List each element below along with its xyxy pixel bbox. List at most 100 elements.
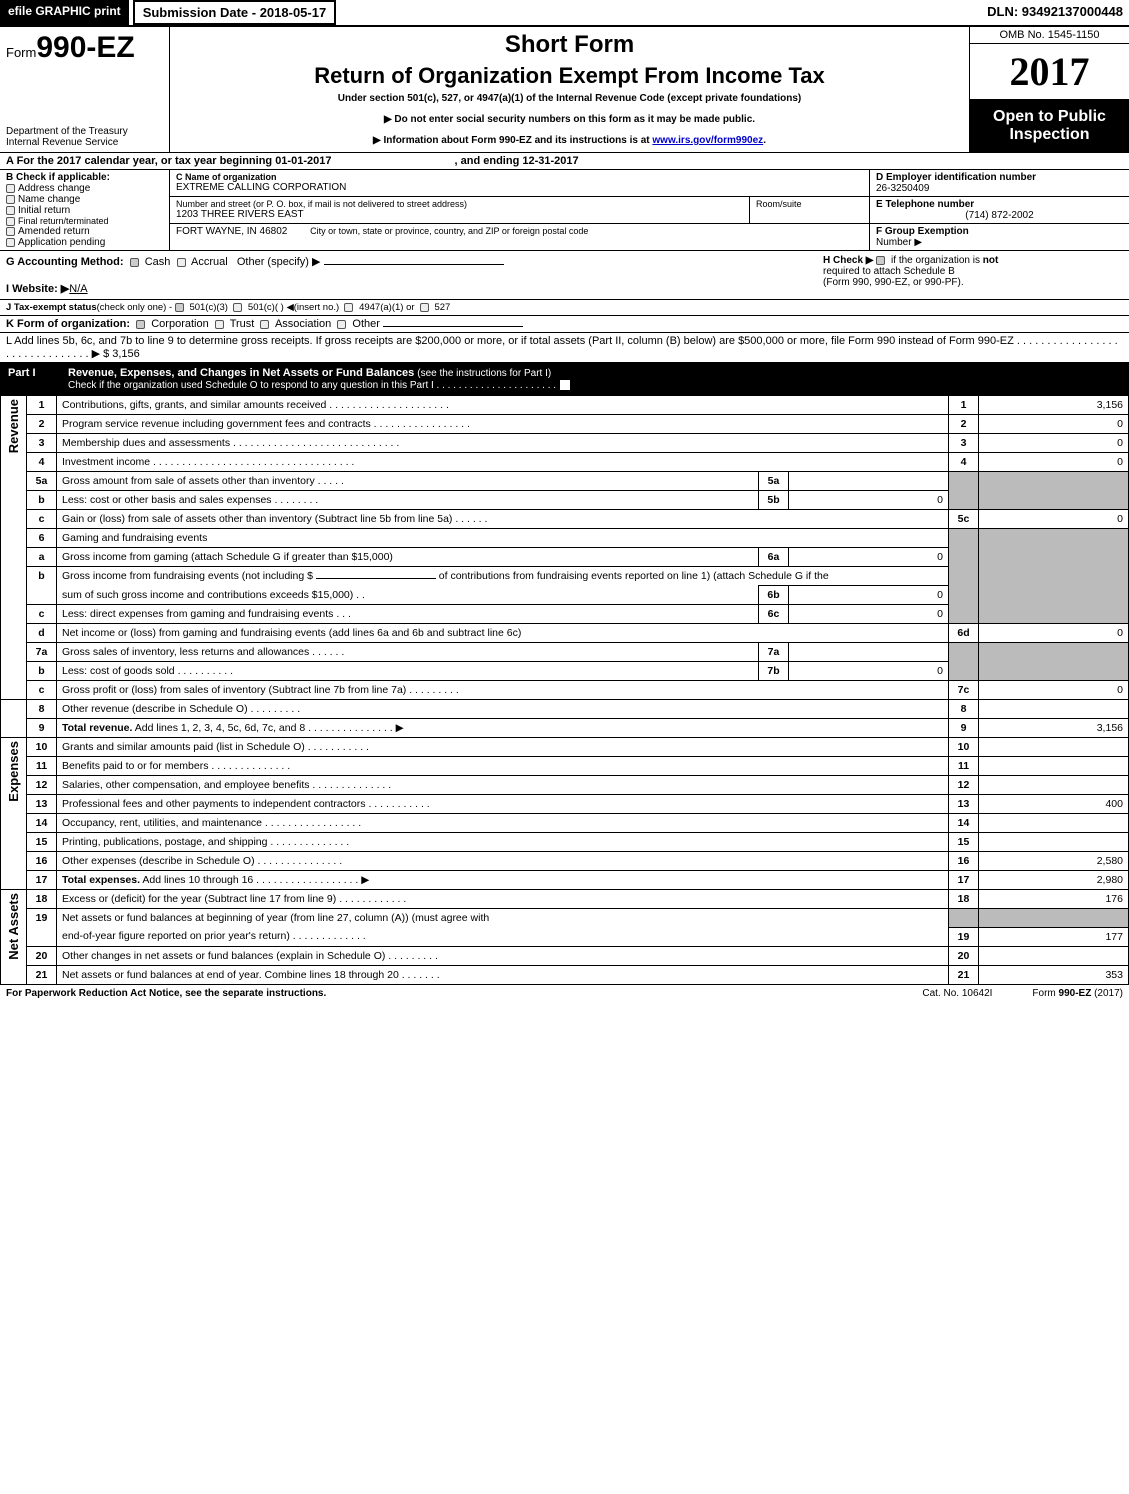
checkbox-association[interactable] xyxy=(260,320,269,329)
label-corporation: Corporation xyxy=(151,318,208,330)
checkbox-4947[interactable] xyxy=(344,303,353,312)
label-form-org: K Form of organization: xyxy=(6,318,130,330)
line-17-num: 17 xyxy=(27,871,57,890)
checkbox-corporation[interactable] xyxy=(136,320,145,329)
checkbox-501c[interactable] xyxy=(233,303,242,312)
footer-form-bold: 990-EZ xyxy=(1059,988,1092,999)
checkbox-h[interactable] xyxy=(876,256,885,265)
line-19-desc: Net assets or fund balances at beginning… xyxy=(57,909,949,928)
line-5b-num: b xyxy=(27,491,57,510)
checkbox-cash[interactable] xyxy=(130,258,139,267)
line-21-box: 21 xyxy=(949,965,979,984)
vert-expenses: Expenses xyxy=(1,738,27,890)
section-a: A For the 2017 calendar year, or tax yea… xyxy=(0,153,1129,170)
label-4947: 4947(a)(1) or xyxy=(359,302,414,313)
form-header: Form990-EZ Department of the Treasury In… xyxy=(0,27,1129,153)
line-2-desc: Program service revenue including govern… xyxy=(57,415,949,434)
label-room-suite: Room/suite xyxy=(756,199,863,209)
label-address-change: Address change xyxy=(18,183,90,194)
checkbox-other-org[interactable] xyxy=(337,320,346,329)
line-13-val: 400 xyxy=(979,795,1129,814)
line-13-box: 13 xyxy=(949,795,979,814)
telephone: (714) 872-2002 xyxy=(876,210,1123,221)
line-1-num: 1 xyxy=(27,396,57,415)
section-c: C Name of organization EXTREME CALLING C… xyxy=(170,170,1129,250)
checkbox-address-change[interactable] xyxy=(6,184,15,193)
line-3-box: 3 xyxy=(949,434,979,453)
line-5b-subval: 0 xyxy=(789,491,949,510)
line-17-val: 2,980 xyxy=(979,871,1129,890)
line-5a-subval xyxy=(789,472,949,491)
checkbox-accrual[interactable] xyxy=(177,258,186,267)
room-suite: Room/suite xyxy=(749,197,869,223)
footer-form: Form 990-EZ (2017) xyxy=(1032,988,1123,999)
line-16-box: 16 xyxy=(949,852,979,871)
line-5c-val: 0 xyxy=(979,510,1129,529)
agency: Department of the Treasury Internal Reve… xyxy=(6,126,163,148)
checkbox-schedule-o[interactable] xyxy=(560,380,570,390)
label-501c3: 501(c)(3) xyxy=(189,302,228,313)
efile-print-button[interactable]: efile GRAPHIC print xyxy=(0,0,129,25)
line-8-num: 8 xyxy=(27,700,57,719)
line-5a-desc: Gross amount from sale of assets other t… xyxy=(57,472,759,491)
line-12-box: 12 xyxy=(949,776,979,795)
line-11-val xyxy=(979,757,1129,776)
label-initial-return: Initial return xyxy=(18,205,70,216)
label-org-name: C Name of organization xyxy=(176,172,277,182)
line-10-num: 10 xyxy=(27,738,57,757)
org-name: EXTREME CALLING CORPORATION xyxy=(176,182,863,193)
line-8-val xyxy=(979,700,1129,719)
line-19-desc2: end-of-year figure reported on prior yea… xyxy=(57,927,949,946)
checkbox-application-pending[interactable] xyxy=(6,238,15,247)
line-6c-num: c xyxy=(27,605,57,624)
shade-5v xyxy=(979,472,1129,510)
line-10-box: 10 xyxy=(949,738,979,757)
checkbox-501c3[interactable] xyxy=(175,303,184,312)
checkbox-final-return[interactable] xyxy=(6,217,15,226)
line-7c-val: 0 xyxy=(979,681,1129,700)
shade-6 xyxy=(949,529,979,624)
line-2-val: 0 xyxy=(979,415,1129,434)
part1-title: Revenue, Expenses, and Changes in Net As… xyxy=(68,367,417,379)
section-a-end: , and ending 12-31-2017 xyxy=(455,155,579,167)
section-l: L Add lines 5b, 6c, and 7b to line 9 to … xyxy=(0,333,1129,363)
footer-catno: Cat. No. 10642I xyxy=(922,988,992,999)
line-21-val: 353 xyxy=(979,965,1129,984)
top-bar: efile GRAPHIC print Submission Date - 20… xyxy=(0,0,1129,27)
line-6d-desc: Net income or (loss) from gaming and fun… xyxy=(57,624,949,643)
form-instructions-link[interactable]: www.irs.gov/form990ez xyxy=(652,135,763,146)
label-name-change: Name change xyxy=(18,194,80,205)
checkbox-trust[interactable] xyxy=(215,320,224,329)
checkbox-527[interactable] xyxy=(420,303,429,312)
line-18-val: 176 xyxy=(979,890,1129,909)
return-subtitle: Under section 501(c), 527, or 4947(a)(1)… xyxy=(176,93,963,104)
line-8-desc: Other revenue (describe in Schedule O) .… xyxy=(57,700,949,719)
part1-desc: Revenue, Expenses, and Changes in Net As… xyxy=(68,367,1121,391)
checkbox-initial-return[interactable] xyxy=(6,206,15,215)
shade-7 xyxy=(949,643,979,681)
line-3-val: 0 xyxy=(979,434,1129,453)
line-6c-desc: Less: direct expenses from gaming and fu… xyxy=(57,605,759,624)
checkbox-amended-return[interactable] xyxy=(6,227,15,236)
line-1-box: 1 xyxy=(949,396,979,415)
line-7b-subval: 0 xyxy=(789,662,949,681)
line-7c-num: c xyxy=(27,681,57,700)
line-14-desc: Occupancy, rent, utilities, and maintena… xyxy=(57,814,949,833)
header-left: Form990-EZ Department of the Treasury In… xyxy=(0,27,170,152)
section-h: H Check ▶ if the organization is not req… xyxy=(823,255,1123,295)
line-9-desc: Total revenue. Add lines 1, 2, 3, 4, 5c,… xyxy=(57,719,949,738)
line-18-box: 18 xyxy=(949,890,979,909)
label-amended-return: Amended return xyxy=(18,226,90,237)
short-form-title: Short Form xyxy=(176,31,963,59)
line-20-box: 20 xyxy=(949,946,979,965)
label-other-method: Other (specify) ▶ xyxy=(237,256,321,268)
section-k: K Form of organization: Corporation Trus… xyxy=(0,316,1129,333)
label-application-pending: Application pending xyxy=(18,237,105,248)
section-l-text: L Add lines 5b, 6c, and 7b to line 9 to … xyxy=(6,335,1118,360)
ein: 26-3250409 xyxy=(876,183,929,194)
label-501c: 501(c)( ) ◀(insert no.) xyxy=(248,302,339,313)
checkbox-name-change[interactable] xyxy=(6,195,15,204)
line-6-desc: Gaming and fundraising events xyxy=(57,529,949,548)
line-6d-num: d xyxy=(27,624,57,643)
line-5a-sub: 5a xyxy=(759,472,789,491)
